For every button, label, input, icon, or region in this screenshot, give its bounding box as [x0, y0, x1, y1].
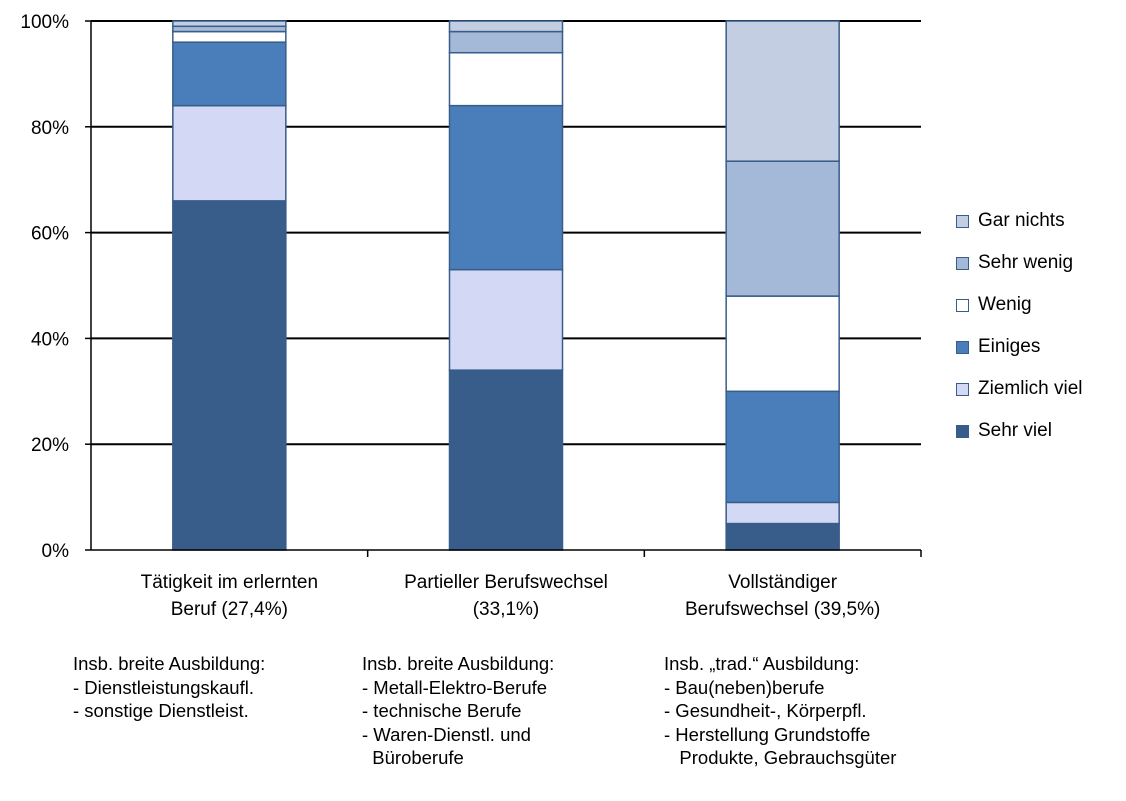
axes — [85, 20, 922, 557]
x-tick-label: Berufswechsel (39,5%) — [685, 599, 880, 620]
note-item: - Dienstleistungskaufl. — [73, 676, 254, 698]
legend-label: Wenig — [978, 294, 1032, 315]
legend-label: Sehr wenig — [978, 252, 1074, 273]
y-tick-label: 60% — [31, 224, 69, 245]
x-tick-label: Partieller Berufswechsel — [404, 572, 608, 593]
note-heading: Insb. „trad.“ Ausbildung: — [664, 653, 860, 674]
bar-segment-sehr-viel — [172, 200, 287, 551]
note-item: Produkte, Gebrauchsgüter — [664, 747, 897, 768]
x-tick-label: Tätigkeit im erlernten — [141, 572, 318, 593]
bar-segment-ziemlich-viel — [172, 104, 287, 202]
legend-item: Sehr viel — [956, 410, 1121, 452]
y-tick-label: 40% — [31, 329, 69, 350]
legend-label: Gar nichts — [978, 210, 1065, 231]
bar-segment-sehr-wenig — [725, 160, 840, 297]
note-item: - Gesundheit-, Körperpfl. — [664, 700, 867, 721]
note-heading: Insb. breite Ausbildung: — [73, 653, 266, 674]
bar-segment-einiges — [725, 390, 840, 504]
y-tick-label: 80% — [31, 118, 69, 139]
bar-segment-einiges — [448, 104, 564, 271]
legend: Gar nichts Sehr wenig Wenig Einiges Ziemlich… — [956, 200, 1121, 452]
legend-swatch — [956, 214, 969, 228]
bar-segment-sehr-viel — [448, 369, 564, 551]
bar-segment-wenig — [448, 51, 564, 107]
bar-segment-wenig — [725, 295, 840, 393]
legend-item: Wenig — [956, 284, 1121, 326]
bar-segment-gar-nichts — [448, 20, 564, 33]
note-item: - Herstellung Grundstoffe — [664, 723, 871, 745]
note-item: - sonstige Dienstleist. — [73, 700, 249, 721]
legend-swatch — [956, 340, 969, 354]
legend-swatch — [956, 382, 969, 396]
note-item: - Bau(neben)berufe — [664, 676, 825, 698]
bars — [172, 20, 840, 551]
bar-segment-einiges — [172, 41, 287, 107]
bar-segment-ziemlich-viel — [725, 501, 840, 525]
bar-segment-gar-nichts — [725, 20, 840, 162]
legend-item: Gar nichts — [956, 200, 1121, 242]
legend-swatch — [956, 298, 969, 312]
y-tick-label: 20% — [31, 435, 69, 456]
bar-segment-wenig — [172, 30, 287, 43]
bar-segment-ziemlich-viel — [448, 268, 564, 371]
x-tick-label: (33,1%) — [473, 599, 540, 620]
bar-segment-gar-nichts — [172, 20, 287, 28]
note-heading: Insb. breite Ausbildung: — [362, 653, 555, 674]
bar-segment-sehr-wenig — [448, 30, 564, 54]
y-tick-labels: 0% 20% 40% 60% 80% 100% — [20, 12, 69, 562]
legend-label: Einiges — [978, 336, 1041, 357]
note-item: - Waren-Dienstl. und — [362, 723, 531, 745]
legend-item: Einiges — [956, 326, 1121, 368]
legend-item: Sehr wenig — [956, 242, 1121, 284]
legend-swatch — [956, 424, 969, 438]
legend-label: Sehr viel — [978, 420, 1052, 441]
legend-item: Ziemlich viel — [956, 368, 1121, 410]
legend-swatch — [956, 256, 969, 270]
bar-segment-sehr-viel — [725, 522, 840, 551]
note-column-1: Insb. breite Ausbildung: - Dienstleistung… — [73, 652, 265, 723]
note-column-2: Insb. breite Ausbildung: - Metall-Elektro… — [362, 652, 554, 770]
y-tick-label: 0% — [42, 541, 70, 562]
legend-label: Ziemlich viel — [978, 378, 1083, 399]
x-tick-labels: Tätigkeit im erlernten Beruf (27,4%) Parti… — [141, 572, 881, 620]
bar-segment-sehr-wenig — [172, 25, 287, 33]
y-tick-label: 100% — [20, 12, 69, 33]
note-item: - technische Berufe — [362, 700, 522, 721]
note-item: - Metall-Elektro-Berufe — [362, 676, 548, 698]
x-tick-label: Vollständiger — [728, 572, 837, 593]
note-item: Büroberufe — [362, 747, 464, 768]
note-column-3: Insb. „trad.“ Ausbildung: - Bau(neben)ber… — [664, 652, 896, 770]
x-tick-label: Beruf (27,4%) — [171, 599, 288, 620]
